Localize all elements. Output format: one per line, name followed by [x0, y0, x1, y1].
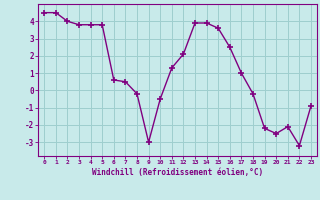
X-axis label: Windchill (Refroidissement éolien,°C): Windchill (Refroidissement éolien,°C): [92, 168, 263, 177]
